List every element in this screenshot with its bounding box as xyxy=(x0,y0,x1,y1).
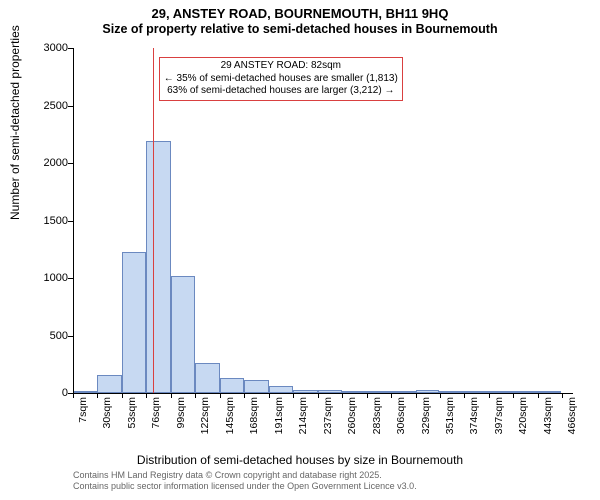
marker-line xyxy=(153,48,154,393)
histogram-bar xyxy=(146,141,170,393)
x-tick-label: 374sqm xyxy=(468,397,480,434)
plot-area: 29 ANSTEY ROAD: 82sqm← 35% of semi-detac… xyxy=(73,48,573,393)
callout-line2: ← 35% of semi-detached houses are smalle… xyxy=(164,73,398,86)
histogram-bar xyxy=(220,378,244,393)
x-tick-label: 237sqm xyxy=(322,397,334,434)
footer: Contains HM Land Registry data © Crown c… xyxy=(73,470,417,492)
y-tick-label: 2500 xyxy=(44,100,68,112)
x-axis-line xyxy=(73,393,573,394)
histogram-bar xyxy=(171,276,195,393)
x-tick-label: 260sqm xyxy=(346,397,358,434)
histogram-bar xyxy=(97,375,121,393)
x-tick-label: 53sqm xyxy=(126,397,138,429)
title-line1: 29, ANSTEY ROAD, BOURNEMOUTH, BH11 9HQ xyxy=(0,6,600,21)
footer-line1: Contains HM Land Registry data © Crown c… xyxy=(73,470,417,481)
x-tick-label: 283sqm xyxy=(371,397,383,434)
chart-container: 29, ANSTEY ROAD, BOURNEMOUTH, BH11 9HQ S… xyxy=(0,0,600,500)
y-axis-line xyxy=(73,48,74,393)
footer-line2: Contains public sector information licen… xyxy=(73,481,417,492)
x-tick-label: 145sqm xyxy=(224,397,236,434)
title-block: 29, ANSTEY ROAD, BOURNEMOUTH, BH11 9HQ S… xyxy=(0,0,600,36)
y-tick-label: 1500 xyxy=(44,215,68,227)
x-tick-label: 443sqm xyxy=(542,397,554,434)
x-tick-label: 351sqm xyxy=(444,397,456,434)
x-axis-label: Distribution of semi-detached houses by … xyxy=(0,453,600,467)
y-tick-label: 1000 xyxy=(44,272,68,284)
histogram-bar xyxy=(244,380,268,393)
x-tick-label: 191sqm xyxy=(273,397,285,434)
x-tick-label: 420sqm xyxy=(517,397,529,434)
histogram-bar xyxy=(122,252,146,393)
x-tick-label: 99sqm xyxy=(175,397,187,429)
histogram-bar xyxy=(269,386,293,393)
callout-box: 29 ANSTEY ROAD: 82sqm← 35% of semi-detac… xyxy=(159,57,403,101)
x-tick-label: 397sqm xyxy=(493,397,505,434)
histogram-bar xyxy=(195,363,219,393)
callout-line1: 29 ANSTEY ROAD: 82sqm xyxy=(164,60,398,73)
x-tick-label: 7sqm xyxy=(77,397,89,423)
callout-line3: 63% of semi-detached houses are larger (… xyxy=(164,85,398,98)
x-tick-label: 466sqm xyxy=(566,397,578,434)
x-tick-label: 30sqm xyxy=(101,397,113,429)
x-tick-label: 306sqm xyxy=(395,397,407,434)
x-tick-label: 122sqm xyxy=(199,397,211,434)
x-tick-label: 329sqm xyxy=(420,397,432,434)
y-tick-label: 3000 xyxy=(44,42,68,54)
y-axis-label: Number of semi-detached properties xyxy=(8,25,22,220)
title-line2: Size of property relative to semi-detach… xyxy=(0,22,600,36)
y-tick-label: 500 xyxy=(50,330,68,342)
x-tick-label: 76sqm xyxy=(150,397,162,429)
x-tick-label: 214sqm xyxy=(297,397,309,434)
y-tick-label: 2000 xyxy=(44,157,68,169)
x-tick-label: 168sqm xyxy=(248,397,260,434)
